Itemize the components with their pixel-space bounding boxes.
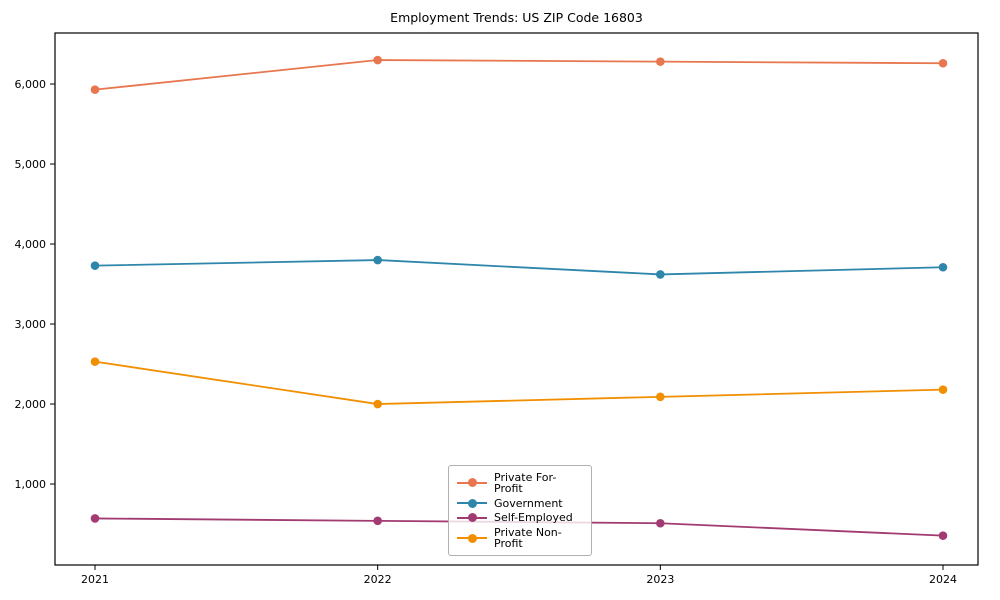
data-point-self-employed-2024 [938, 531, 948, 540]
data-point-private-non-profit-2021 [90, 357, 100, 366]
y-tick-label: 6,000 [15, 78, 47, 91]
legend-line-swatch [457, 533, 487, 543]
data-point-private-non-profit-2023 [656, 392, 665, 402]
data-point-self-employed-2021 [90, 514, 100, 523]
legend-marker-dot [467, 513, 477, 523]
chart-legend: Private For-Profit Government Self-Emplo… [448, 465, 592, 556]
y-tick-label: 1,000 [15, 478, 47, 491]
legend-item-government: Government [457, 498, 583, 509]
legend-label: Self-Employed [494, 511, 573, 525]
data-point-private-non-profit-2024 [938, 385, 948, 394]
y-tick-label: 5,000 [15, 158, 47, 171]
data-point-private-for-profit-2023 [656, 57, 665, 66]
data-point-government-2023 [656, 270, 665, 279]
series-line-government [94, 259, 944, 276]
legend-line-swatch [457, 498, 487, 508]
data-point-self-employed-2023 [656, 518, 665, 528]
legend-item-private-for-profit: Private For-Profit [457, 472, 583, 494]
legend-label: Government [494, 496, 563, 510]
y-tick-label: 4,000 [15, 238, 47, 251]
data-point-government-2021 [90, 261, 100, 270]
x-tick-label: 2021 [81, 573, 109, 586]
legend-marker-dot [467, 498, 477, 508]
data-point-private-for-profit-2021 [90, 85, 100, 94]
y-tick-label: 2,000 [15, 398, 47, 411]
legend-item-private-non-profit: Private Non-Profit [457, 527, 583, 549]
data-point-government-2022 [373, 255, 382, 265]
legend-line-swatch [457, 513, 487, 523]
x-tick-label: 2023 [646, 573, 674, 586]
data-point-private-for-profit-2024 [938, 58, 948, 68]
legend-label: Private For-Profit [494, 470, 557, 495]
plot-border [54, 32, 979, 566]
chart-title: Employment Trends: US ZIP Code 16803 [390, 10, 643, 25]
x-tick-label: 2022 [364, 573, 392, 586]
y-tick-label: 3,000 [15, 318, 47, 331]
data-point-private-non-profit-2022 [373, 399, 382, 409]
legend-line-swatch [457, 478, 487, 488]
x-tick-label: 2024 [929, 573, 957, 586]
data-point-self-employed-2022 [373, 516, 382, 526]
legend-marker-dot [467, 478, 477, 488]
data-point-government-2024 [938, 262, 948, 272]
legend-item-self-employed: Self-Employed [457, 512, 583, 523]
legend-label: Private Non-Profit [494, 526, 562, 551]
series-line-private-for-profit [94, 59, 944, 91]
data-point-private-for-profit-2022 [373, 55, 382, 65]
series-line-private-non-profit [94, 360, 944, 405]
legend-marker-dot [467, 533, 477, 543]
